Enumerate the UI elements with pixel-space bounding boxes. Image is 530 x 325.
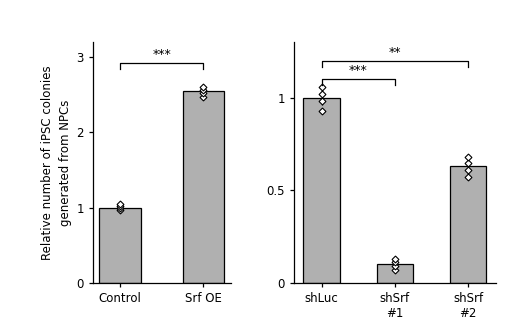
Bar xyxy=(303,98,340,283)
Bar xyxy=(99,208,141,283)
Text: ***: *** xyxy=(349,64,368,77)
Text: ***: *** xyxy=(152,48,171,61)
Y-axis label: Relative number of iPSC colonies
generated from NPCs: Relative number of iPSC colonies generat… xyxy=(41,65,72,260)
Text: **: ** xyxy=(388,46,401,59)
Bar xyxy=(182,91,224,283)
Bar xyxy=(376,264,413,283)
Bar xyxy=(450,166,487,283)
